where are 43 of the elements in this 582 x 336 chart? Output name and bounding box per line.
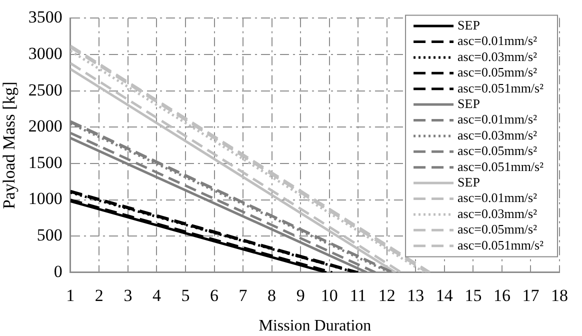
legend-label: asc=0.05mm/s²: [458, 143, 538, 158]
x-tick-label: 17: [522, 286, 540, 306]
x-tick-label: 15: [464, 286, 482, 306]
y-axis-title: Payload Mass [kg]: [0, 82, 19, 210]
legend-label: asc=0.051mm/s²: [458, 80, 544, 96]
legend-label: SEP: [458, 174, 480, 190]
y-tick-label: 0: [54, 262, 62, 281]
x-tick-label: 9: [296, 286, 305, 306]
x-tick-label: 16: [493, 286, 510, 306]
x-tick-label: 4: [152, 286, 162, 306]
legend-label: SEP: [458, 96, 480, 111]
legend-label: asc=0.03mm/s²: [458, 206, 538, 221]
legend-label: asc=0.05mm/s²: [458, 222, 538, 237]
x-tick-label: 12: [378, 286, 396, 306]
x-tick-label: 2: [94, 286, 104, 306]
x-tick-label: 5: [181, 286, 190, 306]
y-tick-label: 1500: [28, 152, 62, 172]
y-tick-label: 3500: [28, 8, 62, 27]
legend-label: asc=0.01mm/s²: [458, 112, 538, 127]
x-tick-label: 3: [124, 286, 132, 306]
y-tick-label: 2000: [28, 116, 62, 136]
x-tick-label: 11: [350, 286, 366, 306]
legend-label: asc=0.051mm/s²: [458, 237, 544, 252]
x-tick-label: 8: [268, 286, 276, 306]
legend-label: asc=0.01mm/s²: [458, 33, 538, 48]
x-tick-label: 14: [436, 286, 454, 306]
y-tick-label: 3000: [28, 44, 62, 63]
legend-label: asc=0.03mm/s²: [458, 48, 538, 64]
x-tick-label: 1: [66, 286, 75, 306]
legend-label: asc=0.01mm/s²: [458, 190, 538, 206]
y-tick-label: 500: [36, 226, 62, 245]
x-tick-label: 7: [238, 286, 248, 306]
x-tick-label: 6: [210, 286, 219, 306]
y-tick-label: 1000: [28, 189, 62, 208]
legend-label: asc=0.051mm/s²: [458, 158, 544, 174]
y-tick-label: 2500: [28, 80, 62, 100]
x-tick-label: 13: [407, 286, 424, 306]
legend-label: asc=0.05mm/s²: [458, 64, 538, 80]
legend-label: SEP: [458, 17, 480, 32]
x-axis-title: Mission Duration: [258, 318, 372, 335]
x-tick-label: 10: [320, 286, 338, 306]
x-tick-label: 18: [551, 286, 568, 306]
legend-label: asc=0.03mm/s²: [458, 127, 538, 142]
